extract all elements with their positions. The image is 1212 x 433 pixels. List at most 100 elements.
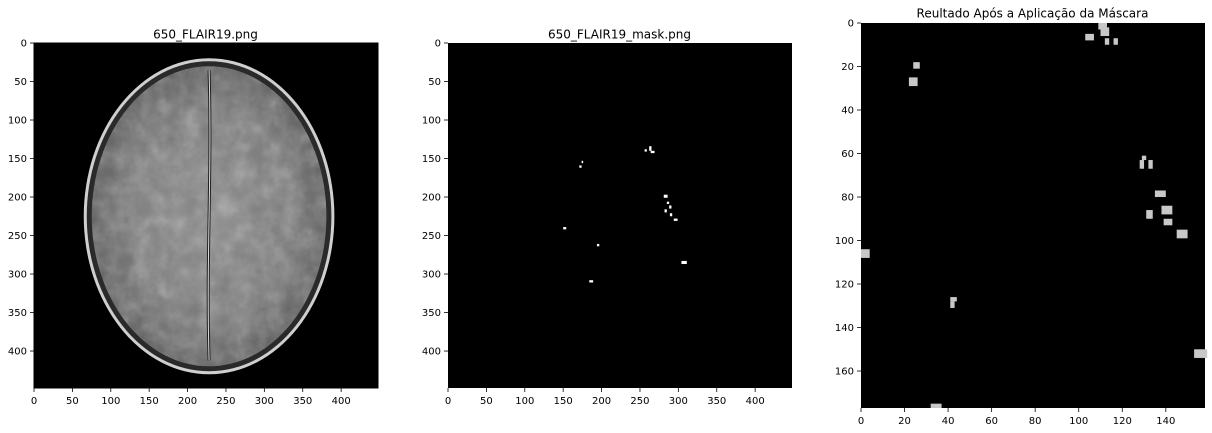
result-y-tick-label: 160 <box>835 367 854 378</box>
mri-y-tick-label: 250 <box>8 231 27 242</box>
lesion-spot <box>913 62 920 69</box>
mri-x-tick-label: 350 <box>293 396 312 407</box>
lesion-spot <box>669 213 673 217</box>
lesion-spot <box>1148 160 1153 169</box>
lesion-spot <box>1194 349 1208 358</box>
mri-y-tick-label: 0 <box>21 39 27 50</box>
mri-x-tick-label: 150 <box>140 396 159 407</box>
lesion-spot <box>1104 38 1110 45</box>
lesion-spot <box>1100 27 1110 37</box>
mask-image-title: 650_FLAIR19_mask.png <box>548 28 691 42</box>
result-y-tick-label: 0 <box>848 19 854 30</box>
mask-x-tick-label: 200 <box>592 396 611 407</box>
result-y-tick-label: 40 <box>841 106 854 117</box>
mask-x-tick-label: 50 <box>480 396 493 407</box>
mri-y-axis: 0 50 100 150 200 250 300 350 400 <box>8 39 34 358</box>
result-x-tick-label: 60 <box>985 416 998 427</box>
mask-y-tick-label: 50 <box>428 77 441 88</box>
lesion-spot <box>673 218 678 221</box>
mask-image-area <box>448 43 792 388</box>
result-image-panel: Reultado Após a Aplicação da Máscara 0 20… <box>835 7 1208 427</box>
result-y-tick-label: 80 <box>841 193 854 204</box>
result-x-tick-label: 140 <box>1156 416 1175 427</box>
result-image-title: Reultado Após a Aplicação da Máscara <box>917 7 1149 21</box>
mri-image-frame <box>33 42 379 389</box>
lesion-spot <box>664 209 667 213</box>
lesion-spot <box>1163 218 1173 226</box>
lesion-spot <box>579 165 582 168</box>
lesion-spot <box>950 297 957 302</box>
result-y-tick-label: 60 <box>841 149 854 160</box>
lesion-spot <box>644 149 647 152</box>
result-x-tick-label: 20 <box>898 416 911 427</box>
lesion-spot <box>1154 190 1166 198</box>
lesion-spot <box>1141 155 1147 161</box>
lesion-spot <box>563 227 567 230</box>
lesion-spot <box>649 146 652 151</box>
result-x-tick-label: 40 <box>942 416 955 427</box>
brain-scan <box>83 58 335 375</box>
lesion-spot <box>908 77 918 87</box>
mask-y-tick-label: 350 <box>422 308 441 319</box>
result-y-axis: 0 20 40 60 80 100 120 140 160 <box>835 19 861 378</box>
mask-y-axis: 0 50 100 150 200 250 300 350 400 <box>422 39 448 358</box>
mask-y-tick-label: 150 <box>422 154 441 165</box>
mask-x-tick-label: 400 <box>746 396 765 407</box>
result-y-tick-label: 100 <box>835 236 854 247</box>
lesion-spot <box>1085 33 1094 41</box>
mask-x-tick-label: 0 <box>445 396 451 407</box>
mask-x-axis: 0 50 100 150 200 250 300 350 400 <box>445 388 765 407</box>
mri-x-tick-label: 100 <box>101 396 120 407</box>
result-x-tick-label: 0 <box>858 416 864 427</box>
lesion-spot <box>666 201 670 204</box>
mri-y-tick-label: 350 <box>8 308 27 319</box>
lesion-spot <box>650 150 655 154</box>
result-x-axis: 0 20 40 60 80 100 120 140 <box>858 408 1175 427</box>
mri-image-title: 650_FLAIR19.png <box>153 28 258 42</box>
mask-y-tick-label: 100 <box>422 116 441 127</box>
result-y-tick-label: 140 <box>835 323 854 334</box>
lesion-spot <box>1176 229 1188 239</box>
lesion-spot <box>1098 23 1108 30</box>
mask-y-tick-label: 200 <box>422 193 441 204</box>
lesion-spot <box>669 205 672 209</box>
mask-y-tick-label: 400 <box>422 347 441 358</box>
result-y-tick-label: 20 <box>841 62 854 73</box>
mri-y-tick-label: 400 <box>8 347 27 358</box>
mask-y-tick-label: 0 <box>435 39 441 50</box>
mri-x-tick-label: 300 <box>255 396 274 407</box>
lesion-spot <box>861 249 870 258</box>
lesion-spot <box>663 194 668 198</box>
mri-y-tick-label: 300 <box>8 270 27 281</box>
result-y-tick-label: 120 <box>835 280 854 291</box>
result-lesion-spots <box>861 23 1208 408</box>
mask-y-tick-label: 250 <box>422 231 441 242</box>
mri-y-tick-label: 200 <box>8 193 27 204</box>
lesion-spot <box>1113 38 1118 45</box>
mri-x-tick-label: 0 <box>31 396 37 407</box>
lesion-spot <box>596 243 600 247</box>
mask-x-tick-label: 350 <box>707 396 726 407</box>
mask-y-tick-label: 300 <box>422 270 441 281</box>
lesion-spot <box>589 280 594 283</box>
mri-y-tick-label: 150 <box>8 154 27 165</box>
mask-image-panel: 650_FLAIR19_mask.png 0 50 100 150 200 250 300 3… <box>422 28 792 407</box>
mri-x-axis: 0 50 100 150 200 250 300 350 400 <box>31 388 351 407</box>
lesion-spot <box>930 403 942 408</box>
lesion-spot <box>950 301 955 308</box>
lesion-spot <box>581 160 584 164</box>
lesion-spot <box>1139 160 1145 169</box>
lesion-spot <box>1146 210 1153 219</box>
mri-y-tick-label: 50 <box>14 77 27 88</box>
result-x-tick-label: 120 <box>1113 416 1132 427</box>
result-x-tick-label: 100 <box>1069 416 1088 427</box>
mask-x-tick-label: 300 <box>669 396 688 407</box>
mask-x-tick-label: 100 <box>515 396 534 407</box>
mri-image-panel: 650_FLAIR19.png 0 50 100 150 200 250 300 350 400… <box>8 28 379 407</box>
mask-x-tick-label: 150 <box>554 396 573 407</box>
lesion-spot <box>1161 205 1173 215</box>
mri-x-tick-label: 50 <box>66 396 79 407</box>
mri-x-tick-label: 200 <box>178 396 197 407</box>
mri-x-tick-label: 250 <box>216 396 235 407</box>
